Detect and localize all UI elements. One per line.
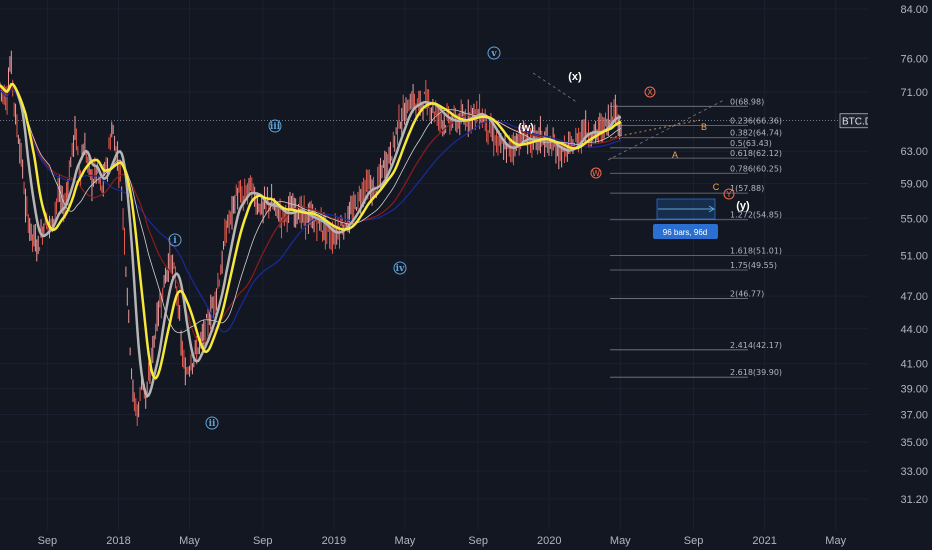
ma-red xyxy=(0,85,622,343)
wave-label: iii xyxy=(270,122,281,132)
y-tick-label: 31.20 xyxy=(900,494,928,506)
x-tick-label: Sep xyxy=(38,535,58,547)
wave-label-minor: (w) xyxy=(518,122,534,134)
x-tick-label: Sep xyxy=(253,535,273,547)
wave-circle xyxy=(268,119,282,133)
symbol-label: BTC.D xyxy=(842,117,872,128)
abc-label: B xyxy=(701,122,707,132)
y-tick-label: 59.00 xyxy=(900,179,928,191)
moving-averages xyxy=(0,82,622,399)
fib-level-label: 0.382(64.74) xyxy=(730,129,782,138)
wave-label-minor: (y) xyxy=(736,200,750,212)
time-axis-bg xyxy=(0,530,932,550)
fib-level-label: 0.786(60.25) xyxy=(730,164,782,173)
fib-level-label: 2(46.77) xyxy=(730,290,764,299)
wave-label-red: X xyxy=(647,88,653,97)
fib-level-label: 0.5(63.43) xyxy=(730,139,772,148)
wave-label: iv xyxy=(396,264,405,274)
y-tick-label: 51.00 xyxy=(900,251,928,263)
y-tick-label: 55.00 xyxy=(900,213,928,225)
fib-level-label: 1.272(54.85) xyxy=(730,211,782,220)
x-tick-label: 2019 xyxy=(322,535,346,547)
wave-label: v xyxy=(490,49,497,59)
y-tick-label: 76.00 xyxy=(900,53,928,65)
fib-level-label: 1(57.88) xyxy=(730,184,764,193)
x-tick-label: 2018 xyxy=(106,535,130,547)
fib-level-label: 1.618(51.01) xyxy=(730,247,782,256)
x-tick-label: May xyxy=(179,535,200,547)
trend-line xyxy=(607,99,725,161)
ma-blue xyxy=(0,88,622,333)
price-axis-bg xyxy=(868,0,932,550)
wave-label-red: W xyxy=(592,169,600,178)
fib-level-label: 2.618(39.90) xyxy=(730,368,782,377)
y-tick-label: 39.00 xyxy=(900,383,928,395)
range-arrow-head xyxy=(708,205,715,213)
fib-level-label: 0.618(62.12) xyxy=(730,149,782,158)
x-tick-label: 2021 xyxy=(752,535,776,547)
wave-label-red: Y xyxy=(726,190,732,199)
range-label-box xyxy=(653,224,718,239)
fib-level-label: 1.75(49.55) xyxy=(730,261,777,270)
wave-circle xyxy=(393,261,407,275)
y-tick-label: 37.00 xyxy=(900,410,928,422)
ma-white xyxy=(0,83,622,334)
x-tick-label: May xyxy=(610,535,631,547)
abc-label: C xyxy=(713,182,720,192)
x-tick-label: Sep xyxy=(684,535,704,547)
trend-line xyxy=(609,119,701,139)
fib-level-label: 0(68.98) xyxy=(730,97,764,106)
range-label: 96 bars, 96d xyxy=(663,228,707,237)
abc-label: A xyxy=(672,150,678,160)
x-tick-label: Sep xyxy=(468,535,488,547)
y-tick-label: 63.00 xyxy=(900,146,928,158)
x-tick-label: May xyxy=(825,535,846,547)
x-tick-label: 2020 xyxy=(537,535,561,547)
wave-circle-red xyxy=(723,188,735,200)
wave-label: ii xyxy=(209,419,216,429)
fib-level-label: 2.414(42.17) xyxy=(730,341,782,350)
y-tick-label: 35.00 xyxy=(900,437,928,449)
wave-label-minor: (x) xyxy=(568,71,582,83)
y-tick-label: 71.00 xyxy=(900,87,928,99)
x-tick-label: May xyxy=(395,535,416,547)
wave-circle-red xyxy=(590,167,602,179)
wave-circle xyxy=(205,416,219,430)
y-tick-label: 47.00 xyxy=(900,291,928,303)
wave-circle xyxy=(168,233,182,247)
y-tick-label: 44.00 xyxy=(900,324,928,336)
y-tick-label: 33.00 xyxy=(900,466,928,478)
ma-gray xyxy=(0,82,622,399)
wave-label: i xyxy=(173,236,177,246)
ma-yellow xyxy=(0,82,622,380)
y-tick-label: 41.00 xyxy=(900,359,928,371)
wave-circle xyxy=(487,46,501,60)
y-tick-label: 84.00 xyxy=(900,4,928,16)
wave-circle-red xyxy=(644,86,656,98)
